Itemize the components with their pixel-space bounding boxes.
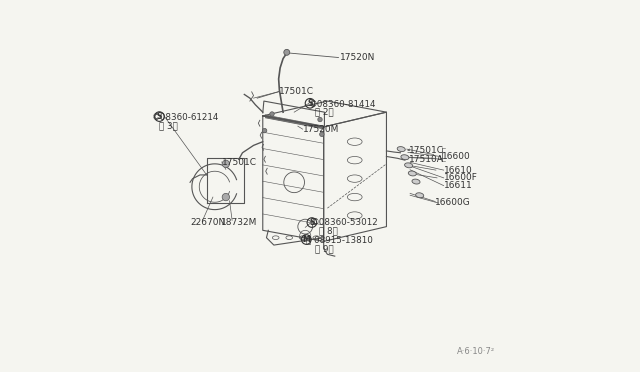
Ellipse shape [412, 179, 420, 184]
Text: ©08360-61214: ©08360-61214 [152, 113, 220, 122]
Text: S: S [157, 112, 162, 121]
Text: S: S [309, 218, 315, 227]
Ellipse shape [397, 147, 405, 151]
Circle shape [262, 128, 267, 133]
Text: Ⓜ 08915-13810: Ⓜ 08915-13810 [306, 236, 373, 245]
Text: ©08360-53012: ©08360-53012 [311, 218, 379, 227]
Text: 16610: 16610 [444, 166, 473, 174]
Ellipse shape [415, 193, 424, 198]
Text: M: M [303, 235, 310, 244]
Ellipse shape [404, 163, 413, 168]
Text: 17501C: 17501C [222, 157, 257, 167]
Text: ©08360-81414: ©08360-81414 [309, 100, 376, 109]
Circle shape [318, 117, 322, 122]
Text: 17510A: 17510A [408, 154, 444, 164]
Circle shape [284, 49, 290, 55]
Text: S: S [307, 99, 313, 108]
Text: デ 2ト: デ 2ト [316, 108, 334, 117]
Circle shape [222, 193, 230, 201]
Text: 17501C: 17501C [408, 146, 444, 155]
Text: デ 3ト: デ 3ト [159, 121, 179, 130]
Text: 22670N: 22670N [190, 218, 225, 227]
Text: 16600G: 16600G [435, 199, 471, 208]
Text: 18732M: 18732M [221, 218, 257, 227]
Text: 16600F: 16600F [444, 173, 478, 182]
Text: 16611: 16611 [444, 181, 473, 190]
Text: A·6·10·7²: A·6·10·7² [457, 347, 495, 356]
Circle shape [270, 112, 274, 116]
Text: 17520M: 17520M [303, 125, 340, 134]
Circle shape [319, 132, 324, 137]
Text: デ 9ト: デ 9ト [315, 244, 333, 253]
Text: デ 8ト: デ 8ト [319, 227, 338, 235]
Circle shape [222, 160, 230, 167]
Text: 17501C: 17501C [280, 87, 314, 96]
Ellipse shape [408, 171, 417, 176]
Ellipse shape [401, 155, 409, 160]
Text: 17520N: 17520N [340, 53, 376, 62]
Text: 16600: 16600 [442, 152, 470, 161]
